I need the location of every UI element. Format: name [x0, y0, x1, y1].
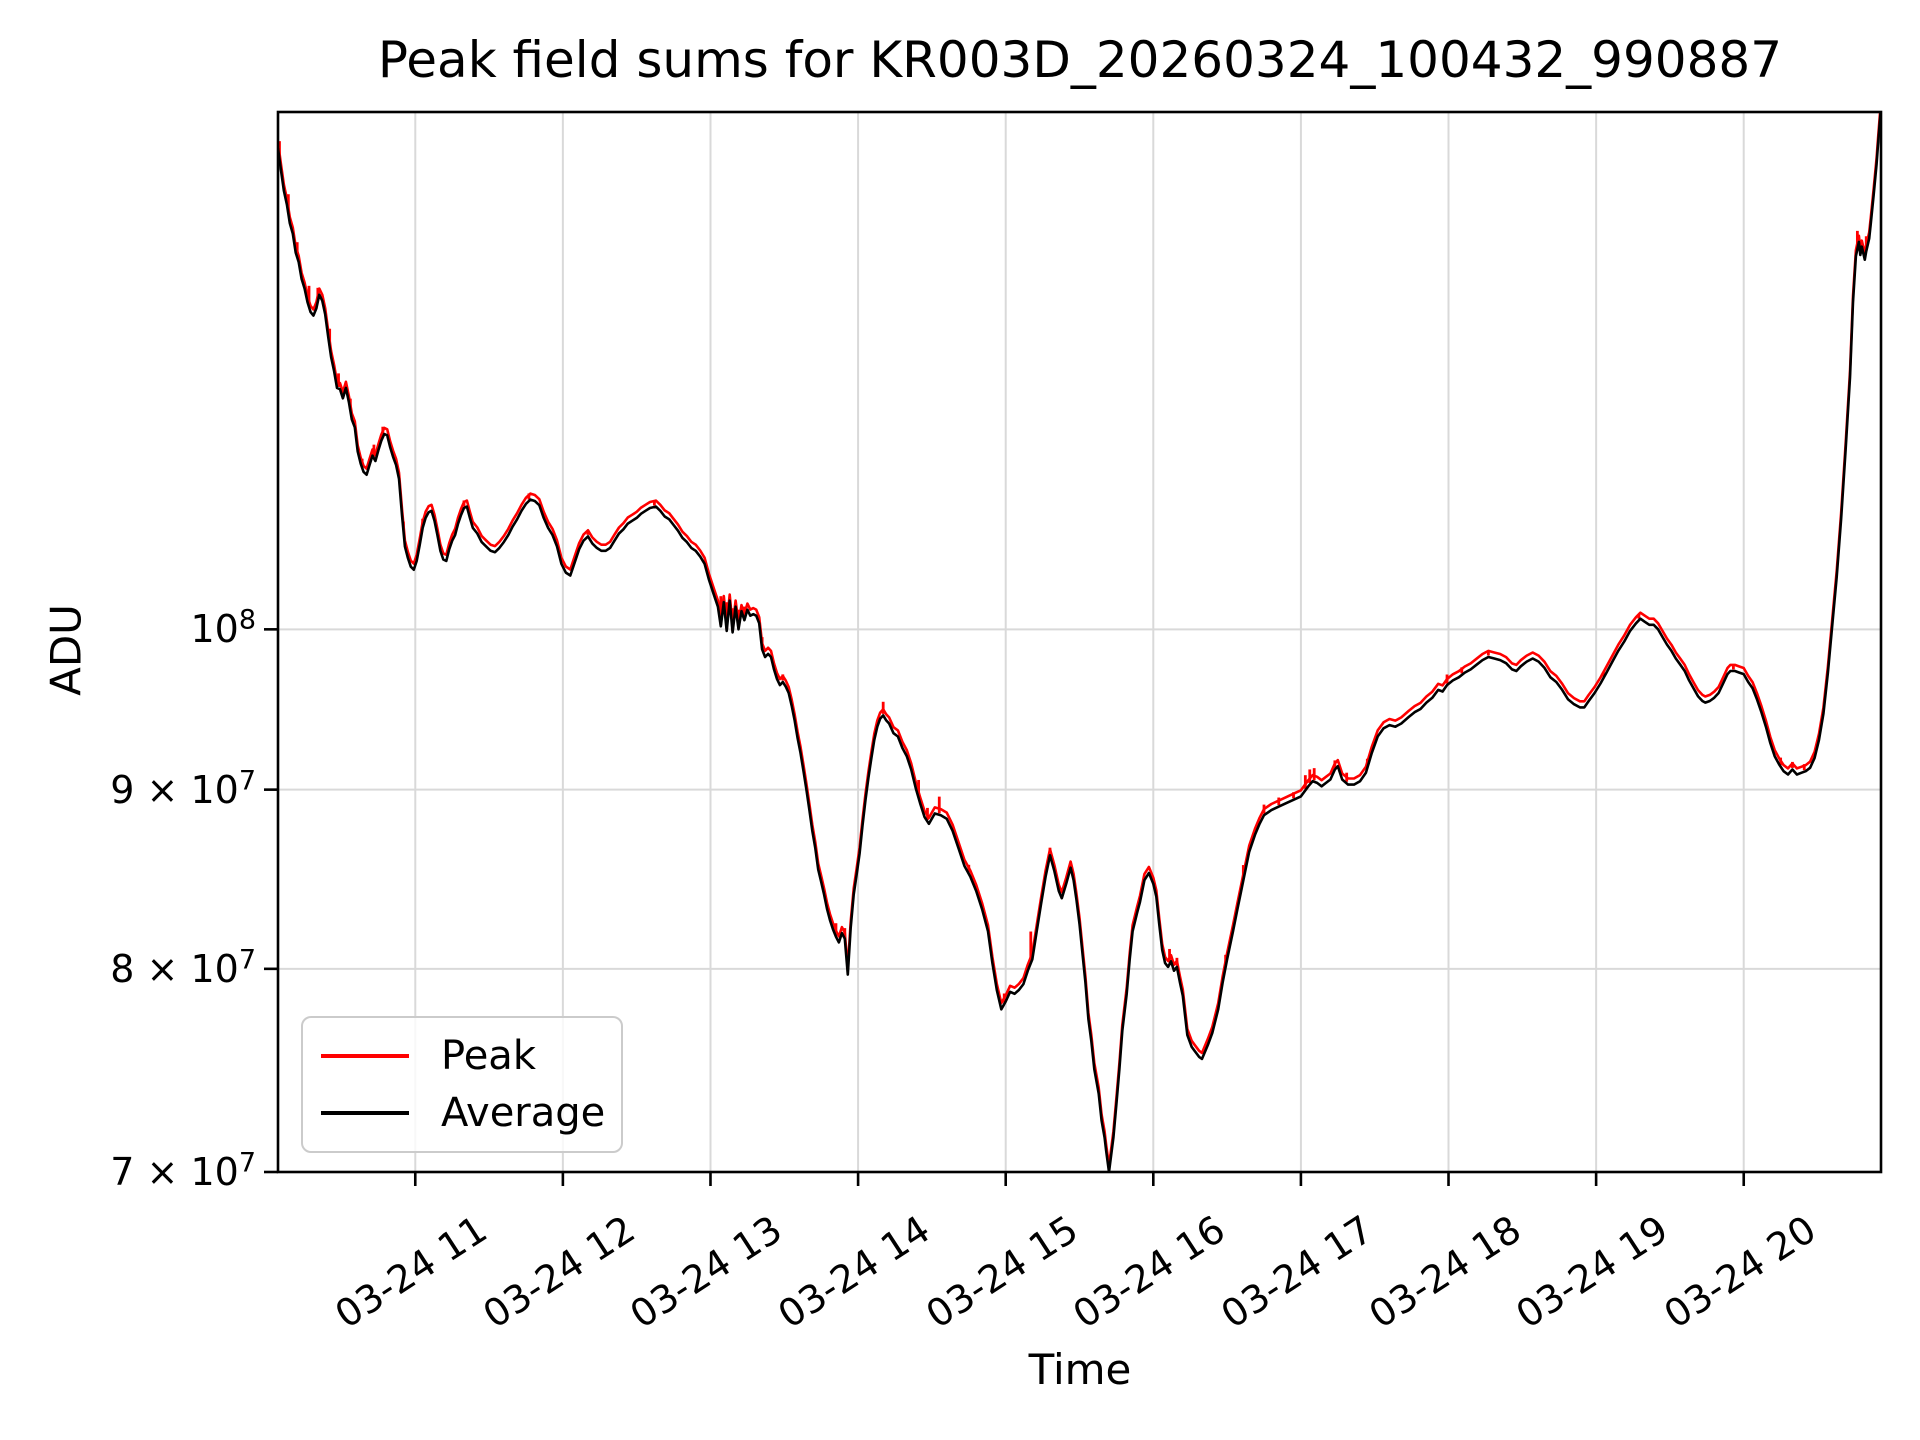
- peak-series-line: [278, 112, 1881, 1168]
- y-tick-label: 7 × 107: [110, 1147, 256, 1194]
- y-tick-label: 108: [190, 604, 256, 652]
- legend-label-average: Average: [441, 1090, 606, 1136]
- x-axis-label: Time: [1028, 1345, 1132, 1394]
- legend-label-peak: Peak: [441, 1033, 536, 1079]
- chart-title: Peak field sums for KR003D_20260324_1004…: [377, 31, 1783, 89]
- average-series-line: [278, 112, 1881, 1172]
- legend-entry-average: Average: [321, 1090, 611, 1136]
- legend: Peak Average: [301, 1016, 623, 1153]
- average-line-swatch: [321, 1111, 409, 1115]
- axes-spines: [276, 110, 1883, 1174]
- y-tick-label: 8 × 107: [110, 944, 256, 991]
- y-axis-label: ADU: [41, 604, 91, 696]
- y-tick-label: 9 × 107: [110, 764, 256, 812]
- peak-line-swatch: [321, 1054, 409, 1058]
- legend-entry-peak: Peak: [321, 1033, 611, 1079]
